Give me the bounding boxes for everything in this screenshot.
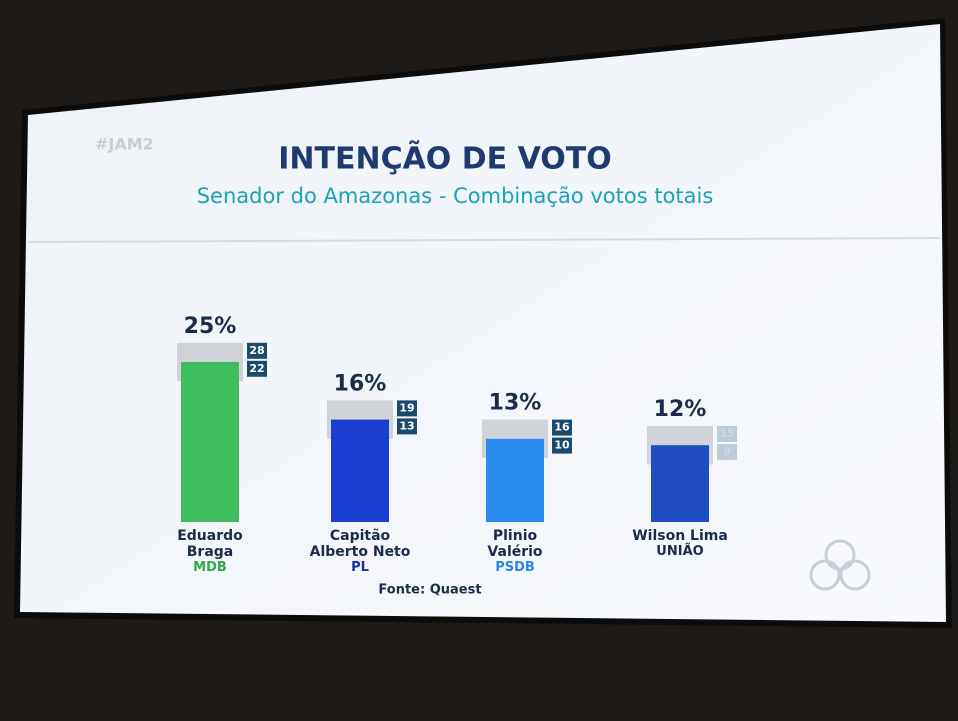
- value-label: 13%: [489, 391, 542, 416]
- range-label-box: [552, 419, 572, 436]
- range-label-box: [247, 360, 267, 377]
- chart-title: INTENÇÃO DE VOTO: [278, 140, 612, 177]
- range-label-box: [717, 444, 737, 460]
- header-divider: [27, 237, 941, 243]
- bar: [486, 438, 544, 522]
- range-label-box: [397, 400, 417, 417]
- value-label: 16%: [334, 371, 387, 396]
- candidate-name: Plinio Valério: [487, 528, 543, 560]
- category-label: Plinio Valério PSDB: [463, 528, 567, 576]
- bar: [651, 445, 709, 522]
- range-label: 15: [719, 427, 734, 440]
- category-label: Wilson Lima UNIÃO: [628, 528, 732, 560]
- range-label: 10: [554, 439, 570, 452]
- chart-subtitle: Senador do Amazonas - Combinação votos t…: [197, 184, 714, 208]
- value-label: 25%: [184, 314, 237, 339]
- party-label: PL: [351, 560, 369, 575]
- bar: [331, 419, 389, 522]
- range-label: 13: [399, 419, 414, 432]
- party-label: PSDB: [495, 560, 535, 575]
- range-label: 22: [249, 362, 264, 375]
- bar: [181, 362, 239, 522]
- value-label: 12%: [654, 397, 707, 422]
- range-label: 16: [554, 421, 570, 434]
- party-label: MDB: [193, 560, 227, 575]
- candidate-name: Wilson Lima: [632, 528, 728, 544]
- category-label: Capitão Alberto Neto PL: [308, 528, 412, 576]
- party-label: UNIÃO: [656, 544, 704, 559]
- range-label-box: [717, 426, 737, 442]
- range-label: 28: [249, 344, 264, 357]
- range-label-box: [397, 418, 417, 435]
- candidate-name: Capitão Alberto Neto: [309, 528, 411, 560]
- category-label: Eduardo Braga MDB: [158, 528, 262, 576]
- source: Fonte: Quaest: [378, 583, 481, 598]
- range-label: 9: [723, 445, 731, 458]
- range-label: 19: [399, 401, 414, 414]
- range-label-box: [552, 437, 572, 454]
- candidate-name: Eduardo Braga: [177, 528, 243, 560]
- hashtag: #JAM2: [95, 135, 154, 154]
- tv-screen: [20, 24, 946, 622]
- logo: [809, 539, 871, 591]
- range-label-box: [247, 342, 267, 359]
